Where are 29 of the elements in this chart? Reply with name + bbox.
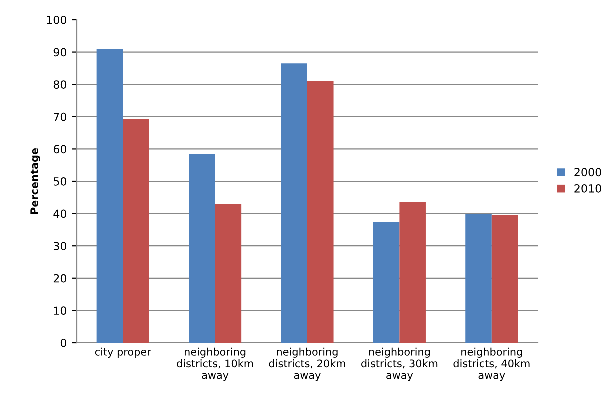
bar <box>123 119 150 343</box>
x-tick-label: neighboring districts, 10km away <box>177 348 254 382</box>
x-tick-label: neighboring districts, 40km away <box>454 348 530 382</box>
y-tick-label: 30 <box>54 242 67 250</box>
x-tick-label: city proper <box>95 348 152 358</box>
y-tick-label: 10 <box>54 306 67 316</box>
y-tick-label: 100 <box>47 16 67 24</box>
bar <box>308 81 334 343</box>
y-tick-label: 60 <box>54 145 67 154</box>
bar <box>215 204 242 343</box>
x-tick-label: neighboring districts, 30km away <box>362 348 438 382</box>
y-tick-label: 80 <box>54 80 67 89</box>
bar <box>189 154 216 343</box>
bar <box>466 214 492 343</box>
y-tick-label: 20 <box>54 274 67 283</box>
y-axis-title: Percentage <box>30 148 41 214</box>
bar <box>492 215 518 343</box>
y-tick-label: 50 <box>54 177 67 186</box>
legend-label: 2010 <box>574 184 602 193</box>
bar <box>400 202 426 343</box>
bar <box>281 64 308 343</box>
y-tick-label: 90 <box>54 48 67 57</box>
bar <box>373 222 400 343</box>
y-tick-label: 0 <box>60 338 67 348</box>
y-tick-label: 70 <box>54 112 67 122</box>
bar <box>96 49 124 343</box>
y-tick-label: 40 <box>54 210 67 218</box>
legend-label: 2000 <box>574 168 602 177</box>
x-tick-label: neighboring districts, 20km away <box>269 348 346 382</box>
